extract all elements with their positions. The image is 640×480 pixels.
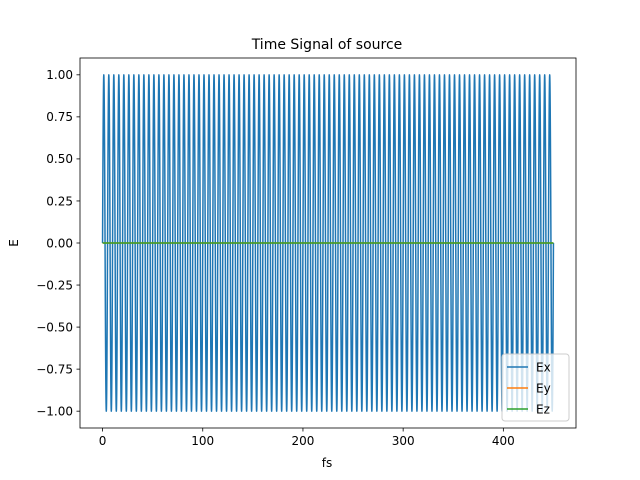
plot-area (101, 74, 555, 412)
x-tick-label: 200 (291, 434, 314, 448)
y-tick-label: 1.00 (46, 68, 73, 82)
y-tick-label: −1.00 (36, 404, 73, 418)
y-tick-label: −0.50 (36, 320, 73, 334)
x-axis: 0 100 200 300 400 (99, 428, 515, 448)
y-axis: −1.00 −0.75 −0.50 −0.25 0.00 0.25 0.50 0.75 1.00 (36, 68, 80, 418)
legend: Ex Ey Ez (501, 353, 570, 422)
y-axis-label: E (7, 239, 21, 247)
chart-title: Time Signal of source (251, 37, 403, 53)
y-tick-label: −0.25 (36, 278, 73, 292)
legend-label-ey: Ey (536, 381, 551, 395)
y-tick-label: 0.50 (46, 152, 73, 166)
x-tick-label: 100 (191, 434, 214, 448)
legend-frame (501, 353, 570, 422)
x-tick-label: 300 (392, 434, 415, 448)
legend-label-ez: Ez (536, 402, 550, 416)
x-tick-label: 400 (492, 434, 515, 448)
y-tick-label: 0.25 (46, 194, 73, 208)
legend-label-ex: Ex (536, 360, 551, 374)
y-tick-label: 0.75 (46, 110, 73, 124)
x-axis-label: fs (322, 456, 332, 470)
y-tick-label: −0.75 (36, 362, 73, 376)
y-tick-label: 0.00 (46, 236, 73, 250)
x-tick-label: 0 (99, 434, 107, 448)
